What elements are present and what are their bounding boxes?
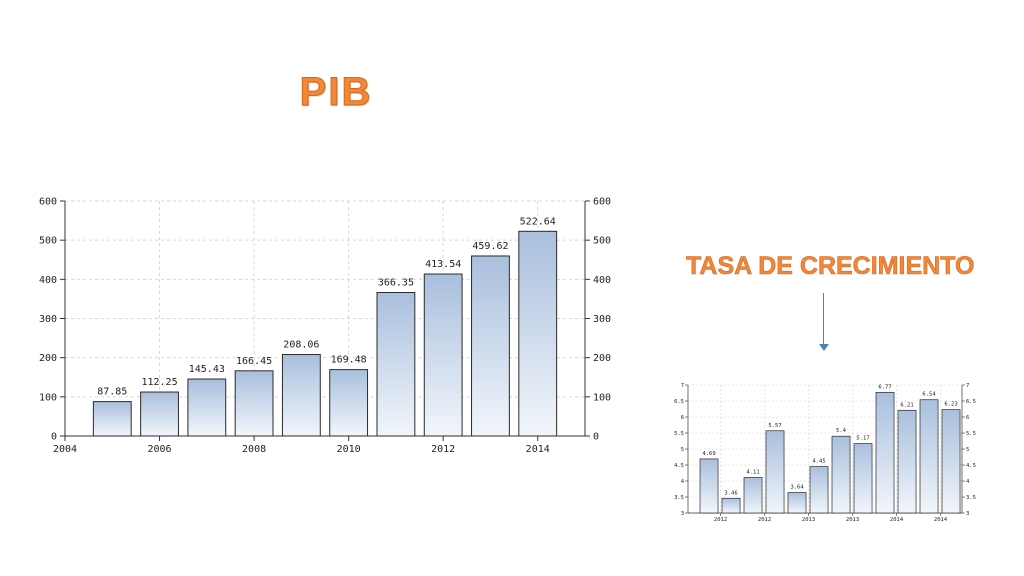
bar: [281, 354, 321, 437]
bar-value-label: 208.06: [283, 340, 319, 351]
y-tick-label-right: 0: [593, 432, 599, 443]
bar: [919, 399, 939, 514]
bar-value-label: 5.57: [768, 423, 781, 429]
y-tick-label-right: 100: [593, 392, 611, 403]
growth-rate-label: TASA DE CRECIMIENTO: [686, 252, 975, 281]
bar-value-label: 87.85: [97, 387, 127, 398]
x-tick-label: 2013: [846, 517, 859, 523]
x-tick-label: 2004: [53, 444, 77, 455]
bar-value-label: 459.62: [472, 241, 508, 252]
x-tick-label: 2012: [431, 444, 455, 455]
bar: [941, 409, 961, 514]
y-tick-label-right: 3: [966, 511, 969, 517]
y-tick-label-right: 3.5: [966, 495, 976, 501]
bar-value-label: 522.64: [520, 216, 556, 227]
bar: [699, 458, 719, 514]
bar-value-label: 6.77: [878, 384, 891, 390]
y-tick-label-left: 4.5: [674, 463, 684, 469]
bar-value-label: 4.11: [746, 469, 759, 475]
bar: [809, 466, 829, 514]
y-tick-label-right: 6: [966, 415, 969, 421]
bar-value-label: 166.45: [236, 356, 272, 367]
y-tick-label-left: 100: [39, 392, 57, 403]
bar: [765, 430, 785, 514]
y-tick-label-right: 400: [593, 275, 611, 286]
y-tick-label-left: 6.5: [674, 399, 684, 405]
y-tick-label-left: 5: [681, 447, 684, 453]
y-tick-label-right: 7: [966, 383, 969, 389]
x-tick-label: 2012: [758, 517, 771, 523]
y-tick-label-right: 200: [593, 353, 611, 364]
x-tick-label: 2014: [526, 444, 550, 455]
bar-value-label: 5.17: [856, 436, 869, 442]
y-tick-label-left: 400: [39, 275, 57, 286]
bar: [743, 477, 763, 514]
y-tick-label-right: 500: [593, 236, 611, 247]
y-tick-label-right: 5: [966, 447, 969, 453]
bar-value-label: 4.69: [702, 451, 715, 457]
bar: [471, 255, 510, 437]
y-tick-label-right: 4: [966, 479, 970, 485]
y-tick-label-left: 7: [681, 383, 684, 389]
x-tick-label: 2008: [242, 444, 266, 455]
bar-value-label: 145.43: [189, 364, 225, 375]
y-tick-label-left: 3: [681, 511, 684, 517]
bar-value-label: 413.54: [425, 259, 461, 270]
y-tick-label-right: 300: [593, 314, 611, 325]
bar-value-label: 6.23: [944, 402, 957, 408]
arrow-down-icon: [823, 293, 825, 345]
bar: [376, 292, 416, 437]
y-tick-label-left: 4: [681, 479, 685, 485]
bar-value-label: 112.25: [141, 377, 177, 388]
bar: [721, 497, 741, 514]
y-tick-label-left: 3.5: [674, 495, 684, 501]
y-tick-label-left: 500: [39, 236, 57, 247]
bar: [234, 370, 274, 437]
x-tick-label: 2012: [714, 517, 727, 523]
y-tick-label-right: 5.5: [966, 431, 976, 437]
bar: [787, 492, 807, 514]
bar: [518, 230, 558, 437]
bar: [875, 392, 895, 514]
y-tick-label-right: 4.5: [966, 463, 976, 469]
y-tick-label-left: 200: [39, 353, 57, 364]
y-tick-label-left: 6: [681, 415, 684, 421]
y-tick-label-right: 600: [593, 197, 611, 208]
bar: [140, 391, 179, 437]
bar: [897, 409, 917, 514]
x-tick-label: 2014: [890, 517, 904, 523]
bar-value-label: 3.46: [724, 490, 737, 496]
arrow-head-icon: [819, 344, 829, 351]
x-tick-label: 2006: [147, 444, 171, 455]
bar: [329, 369, 369, 437]
y-tick-label-right: 6.5: [966, 399, 976, 405]
bar-value-label: 6.54: [922, 392, 936, 398]
bar-value-label: 6.21: [900, 402, 913, 408]
bar: [187, 378, 227, 437]
y-tick-label-left: 0: [51, 432, 57, 443]
y-tick-label-left: 5.5: [674, 431, 684, 437]
bar-value-label: 5.4: [836, 428, 847, 434]
bar: [423, 273, 463, 437]
bar-value-label: 4.45: [812, 459, 825, 465]
bar-value-label: 3.64: [790, 485, 804, 491]
bar: [831, 435, 851, 514]
x-tick-label: 2013: [802, 517, 815, 523]
bar-value-label: 366.35: [378, 278, 414, 289]
slide-title: PIB: [299, 70, 373, 115]
x-tick-label: 2014: [934, 517, 948, 523]
x-tick-label: 2010: [337, 444, 361, 455]
y-tick-label-left: 600: [39, 197, 57, 208]
bar: [853, 443, 873, 514]
bar-value-label: 169.48: [331, 355, 367, 366]
bar: [92, 401, 132, 437]
y-tick-label-left: 300: [39, 314, 57, 325]
